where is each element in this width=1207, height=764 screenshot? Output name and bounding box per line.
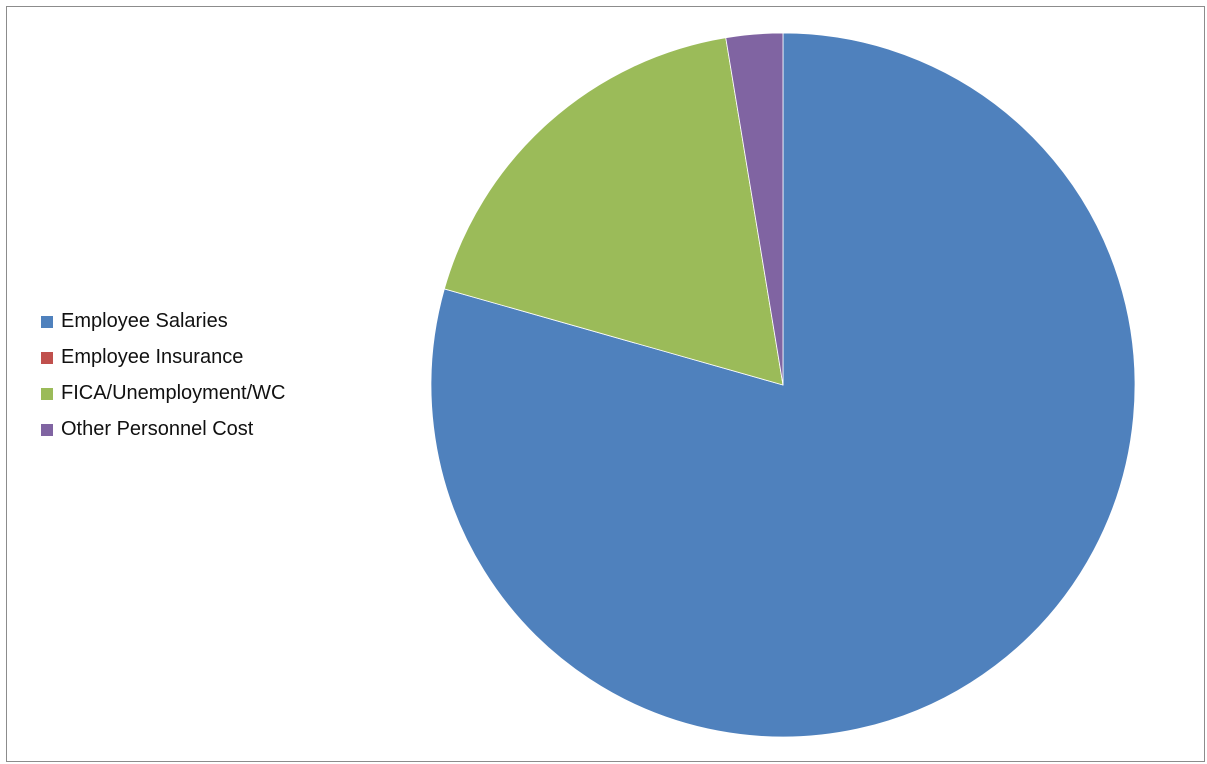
legend-swatch [41,315,53,328]
chart-area: Employee Salaries Employee Insurance FICA/… [6,6,1205,762]
legend-item-employee-insurance: Employee Insurance [41,343,421,372]
legend-label: FICA/Unemployment/WC [61,382,286,404]
legend-item-other-personnel-cost: Other Personnel Cost [41,415,421,444]
legend-label: Employee Insurance [61,346,244,368]
legend-label: Other Personnel Cost [61,418,254,440]
legend-swatch [41,423,53,436]
legend: Employee Salaries Employee Insurance FICA/… [41,307,421,451]
legend-swatch [41,387,53,400]
pie-slice-other-personnel-cost [725,32,784,386]
legend-item-employee-salaries: Employee Salaries [41,307,421,336]
legend-item-fica-unemployment-wc: FICA/Unemployment/WC [41,379,421,408]
legend-label: Employee Salaries [61,310,228,332]
pie-chart [430,32,1136,738]
pie-slice-fica-unemployment-wc [443,37,784,386]
legend-swatch [41,351,53,364]
